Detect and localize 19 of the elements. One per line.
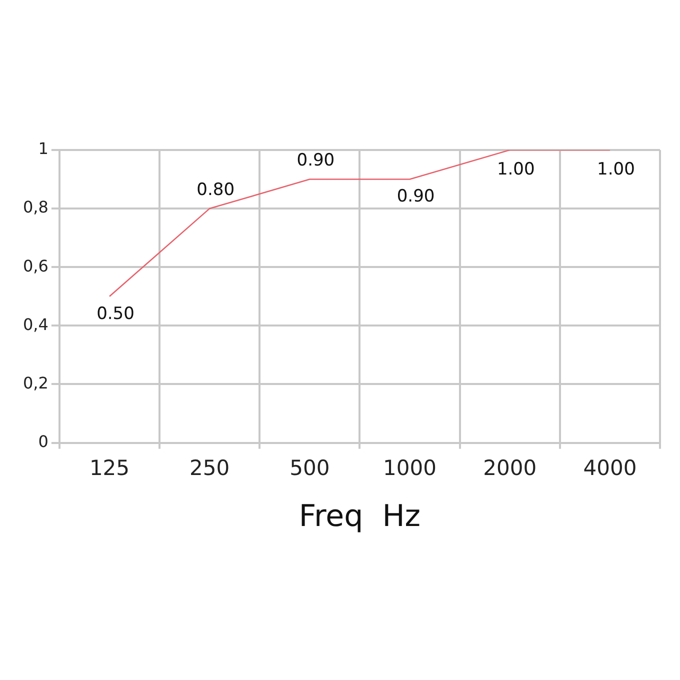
data-label: 0.80 xyxy=(196,180,235,200)
y-tick-label: 0 xyxy=(38,432,48,451)
y-tick-label: 1 xyxy=(38,139,48,158)
y-tick-label: 0,2 xyxy=(22,373,48,392)
x-axis-title: Freq Hz xyxy=(298,498,421,534)
y-tick-label: 0,4 xyxy=(22,314,48,334)
data-label: 1.00 xyxy=(597,159,635,180)
data-label: 0.50 xyxy=(96,304,134,324)
data-label: 0.90 xyxy=(396,186,435,207)
y-tick-label: 0,6 xyxy=(22,256,48,276)
x-tick-label: 125 xyxy=(89,456,130,480)
y-tick-label: 0,8 xyxy=(22,198,48,217)
x-tick-label: 2000 xyxy=(483,456,537,480)
data-label: 0.90 xyxy=(296,150,335,171)
x-tick-label: 1000 xyxy=(383,456,436,480)
data-label: 1.00 xyxy=(496,159,535,180)
x-tick-label: 250 xyxy=(190,456,230,480)
x-tick-label: 500 xyxy=(290,456,330,480)
x-tick-label: 4000 xyxy=(583,456,637,480)
